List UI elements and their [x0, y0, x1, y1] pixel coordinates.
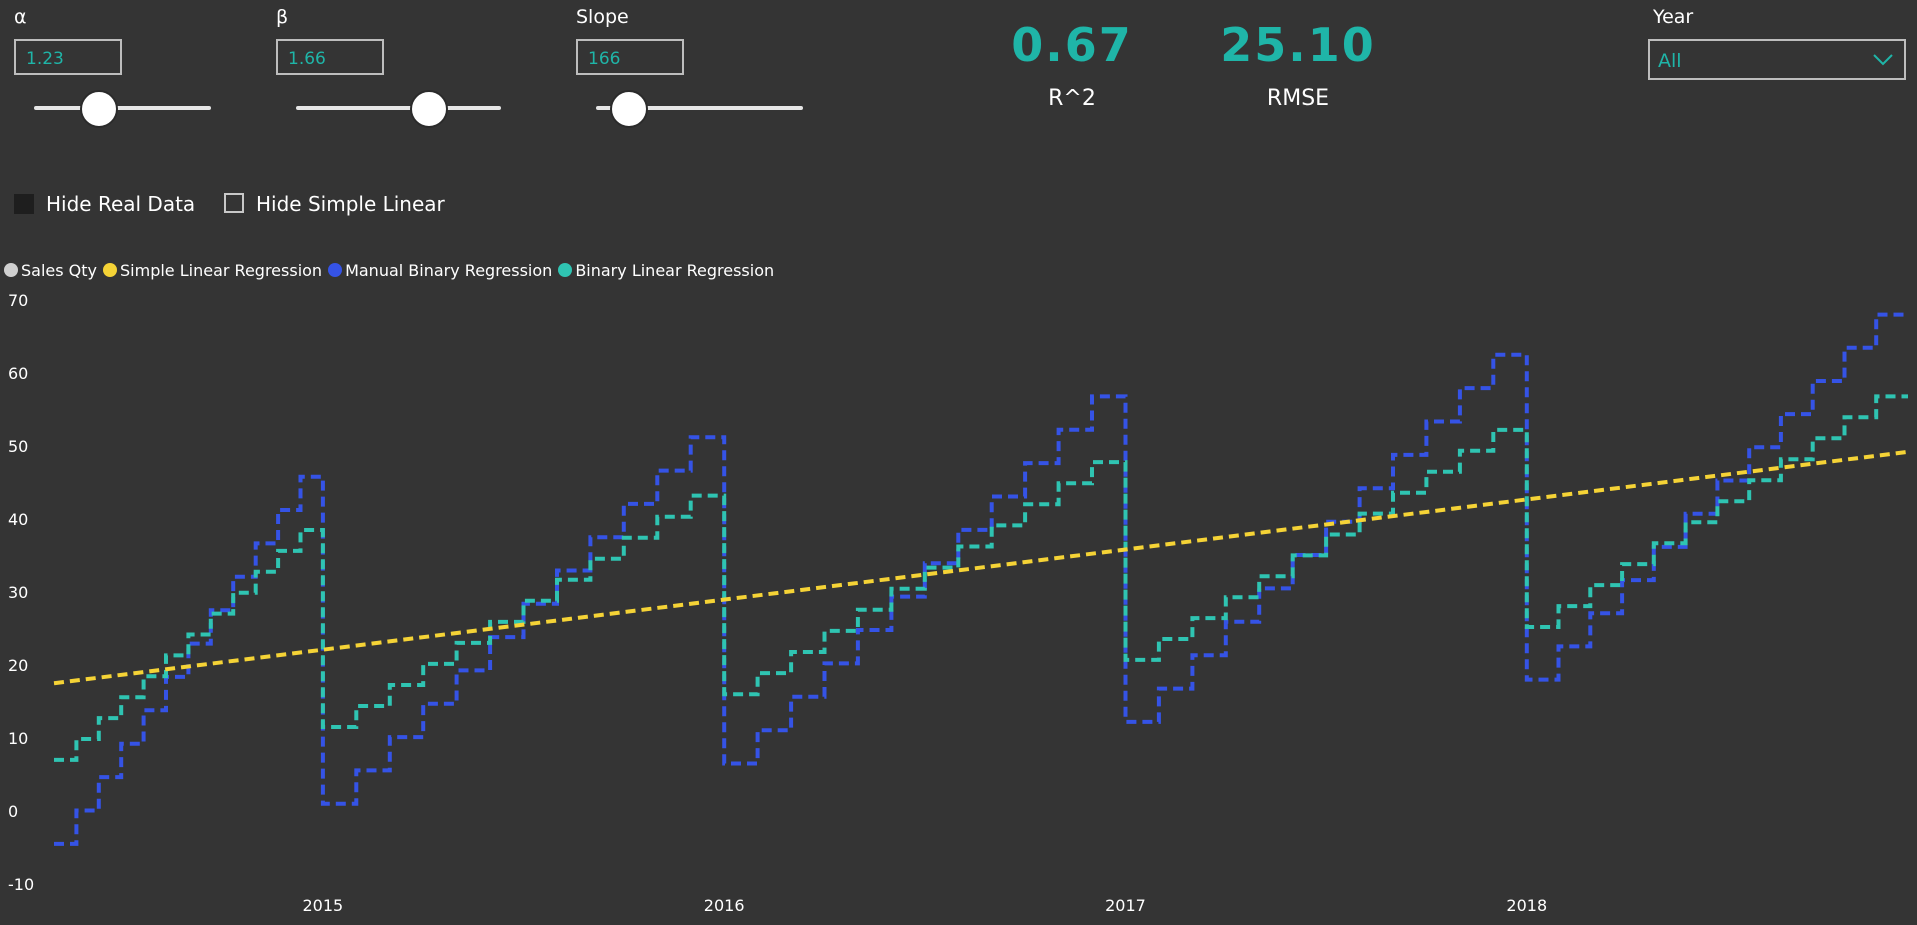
legend-dot-icon — [103, 263, 118, 277]
y-tick-label: 50 — [8, 437, 28, 456]
legend-dot-icon — [328, 263, 343, 277]
legend-item-sales-qty[interactable]: Sales Qty — [4, 261, 97, 280]
slope-slider[interactable] — [596, 88, 803, 128]
y-tick-label: 20 — [8, 656, 28, 675]
beta-slider-thumb[interactable] — [410, 90, 449, 128]
slope-slider-thumb[interactable] — [610, 90, 649, 128]
binary-linear-regression-line — [54, 394, 1908, 762]
legend-item-binary-linear[interactable]: Binary Linear Regression — [558, 261, 774, 280]
hide-simple-linear-label: Hide Simple Linear — [256, 192, 445, 216]
legend-label: Binary Linear Regression — [575, 260, 775, 280]
x-tick-label: 2016 — [704, 896, 745, 915]
y-tick-label: 60 — [8, 364, 28, 383]
x-tick-label: 2017 — [1105, 896, 1146, 915]
slope-label: Slope — [576, 6, 629, 28]
beta-slider[interactable] — [296, 88, 501, 128]
r2-value: 0.67 — [1011, 18, 1133, 72]
y-tick-label: 10 — [8, 729, 28, 748]
y-tick-label: 70 — [8, 291, 28, 310]
legend-dot-icon — [4, 263, 18, 277]
y-tick-label: 30 — [8, 583, 28, 602]
legend-label: Manual Binary Regression — [345, 260, 553, 280]
hide-simple-linear-checkbox[interactable] — [224, 193, 244, 213]
alpha-slider[interactable] — [34, 88, 211, 128]
legend-label: Sales Qty — [21, 260, 98, 280]
rmse-label: RMSE — [1266, 86, 1330, 111]
alpha-input[interactable]: 1.23 — [14, 39, 122, 75]
legend-label: Simple Linear Regression — [120, 260, 323, 280]
year-label: Year — [1653, 6, 1694, 28]
legend-dot-icon — [558, 263, 573, 277]
hide-real-data-label: Hide Real Data — [46, 192, 196, 216]
y-tick-label: 40 — [8, 510, 28, 529]
x-tick-label: 2018 — [1506, 896, 1547, 915]
chart-legend: Sales Qty Simple Linear Regression Manua… — [4, 258, 780, 282]
alpha-slider-thumb[interactable] — [80, 90, 119, 128]
legend-item-manual-binary[interactable]: Manual Binary Regression — [328, 261, 552, 280]
simple-linear-regression-line — [53, 449, 1909, 686]
y-tick-label: 0 — [8, 802, 18, 821]
legend-item-simple-linear[interactable]: Simple Linear Regression — [103, 261, 322, 280]
year-dropdown[interactable]: All — [1648, 39, 1906, 80]
chevron-down-icon — [1873, 54, 1893, 66]
beta-label: β — [276, 6, 289, 28]
alpha-label: α — [14, 6, 27, 28]
year-selected-value: All — [1658, 50, 1682, 72]
r2-label: R^2 — [1048, 86, 1096, 111]
y-tick-label: -10 — [8, 875, 34, 894]
manual-binary-regression-line — [54, 312, 1908, 846]
beta-input[interactable]: 1.66 — [276, 39, 384, 75]
rmse-value: 25.10 — [1220, 18, 1376, 72]
x-tick-label: 2015 — [303, 896, 344, 915]
hide-real-data-checkbox[interactable] — [14, 194, 34, 214]
slope-input[interactable]: 166 — [576, 39, 684, 75]
